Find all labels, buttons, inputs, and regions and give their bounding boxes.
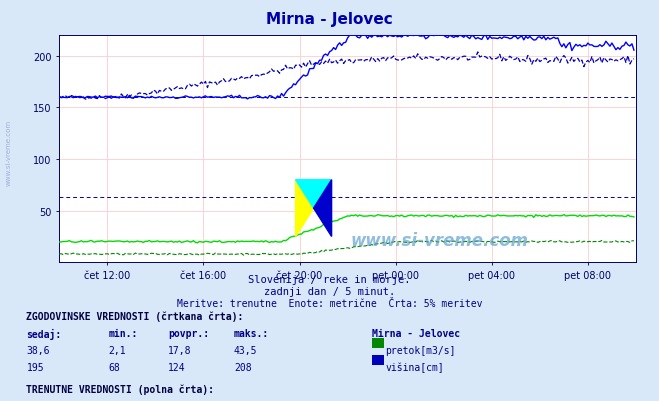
Text: www.si-vreme.com: www.si-vreme.com (5, 119, 12, 185)
Text: 208: 208 (234, 362, 252, 372)
Text: 195: 195 (26, 362, 44, 372)
Text: višina[cm]: višina[cm] (386, 362, 444, 373)
Text: Slovenija / reke in morje.: Slovenija / reke in morje. (248, 275, 411, 285)
Text: min.:: min.: (109, 328, 138, 338)
Text: Mirna - Jelovec: Mirna - Jelovec (266, 12, 393, 27)
Text: www.si-vreme.com: www.si-vreme.com (351, 231, 529, 249)
Text: 124: 124 (168, 362, 186, 372)
Text: ZGODOVINSKE VREDNOSTI (črtkana črta):: ZGODOVINSKE VREDNOSTI (črtkana črta): (26, 311, 244, 321)
Text: sedaj:: sedaj: (26, 328, 61, 339)
Text: pretok[m3/s]: pretok[m3/s] (386, 345, 456, 355)
Text: TRENUTNE VREDNOSTI (polna črta):: TRENUTNE VREDNOSTI (polna črta): (26, 384, 214, 395)
Text: povpr.:: povpr.: (168, 328, 209, 338)
Text: Mirna - Jelovec: Mirna - Jelovec (372, 328, 461, 338)
Text: Meritve: trenutne  Enote: metrične  Črta: 5% meritev: Meritve: trenutne Enote: metrične Črta: … (177, 299, 482, 309)
Text: 2,1: 2,1 (109, 345, 127, 355)
Polygon shape (296, 180, 331, 209)
Polygon shape (314, 180, 331, 237)
Text: zadnji dan / 5 minut.: zadnji dan / 5 minut. (264, 287, 395, 297)
Text: 43,5: 43,5 (234, 345, 258, 355)
Text: 38,6: 38,6 (26, 345, 50, 355)
Text: 68: 68 (109, 362, 121, 372)
Text: 17,8: 17,8 (168, 345, 192, 355)
Polygon shape (296, 180, 314, 237)
Text: maks.:: maks.: (234, 328, 269, 338)
